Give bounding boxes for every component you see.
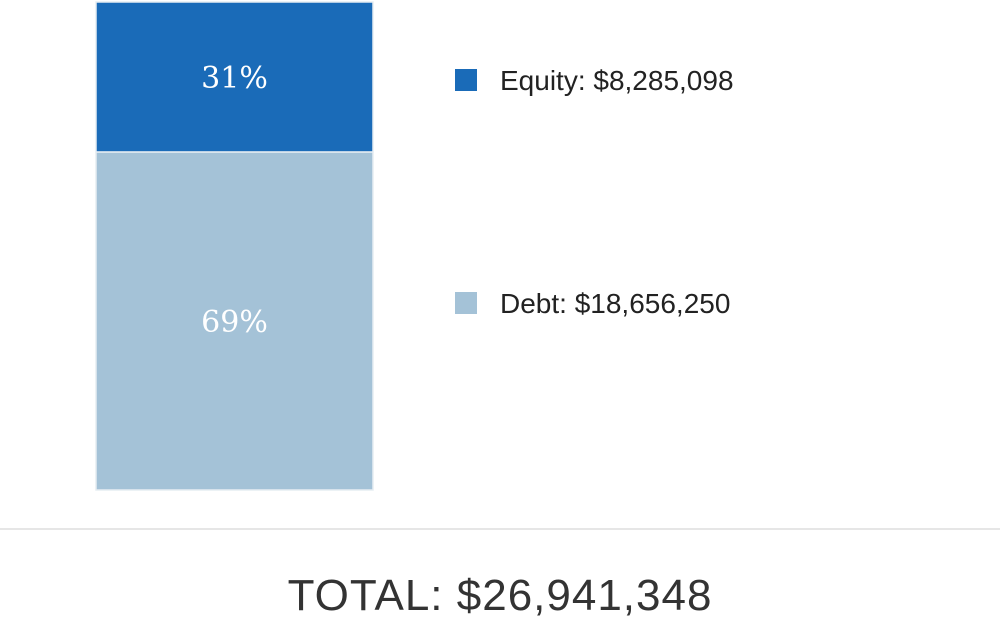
bar-segment-equity <box>95 1 374 153</box>
bar-segment-debt <box>95 151 374 491</box>
legend-label-debt: Debt: $18,656,250 <box>500 288 730 319</box>
percent-label-debt: 69% <box>201 305 268 340</box>
percent-label-equity: 31% <box>201 61 268 96</box>
total-label: TOTAL: $26,941,348 <box>288 571 713 620</box>
stacked-bar: 31% 69% <box>95 1 374 491</box>
legend-swatch-debt <box>455 292 477 314</box>
legend-label-equity: Equity: $8,285,098 <box>500 65 734 96</box>
legend: Equity: $8,285,098 Debt: $18,656,250 <box>455 65 734 319</box>
legend-swatch-equity <box>455 69 477 91</box>
